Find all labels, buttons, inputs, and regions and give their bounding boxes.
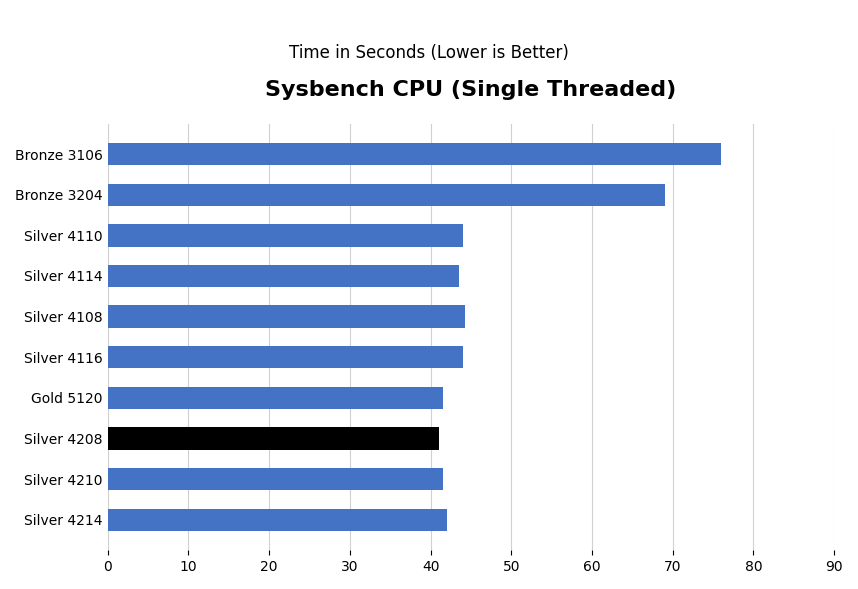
Title: Sysbench CPU (Single Threaded): Sysbench CPU (Single Threaded) <box>265 80 677 100</box>
Bar <box>108 508 447 531</box>
Bar <box>108 224 462 247</box>
Bar <box>108 387 443 409</box>
Bar <box>108 468 443 490</box>
Bar <box>108 265 459 287</box>
Bar <box>108 346 462 368</box>
Text: Time in Seconds (Lower is Better): Time in Seconds (Lower is Better) <box>289 44 569 62</box>
Bar <box>108 427 438 449</box>
Bar <box>108 184 665 206</box>
Bar <box>108 143 722 166</box>
Bar <box>108 306 464 328</box>
